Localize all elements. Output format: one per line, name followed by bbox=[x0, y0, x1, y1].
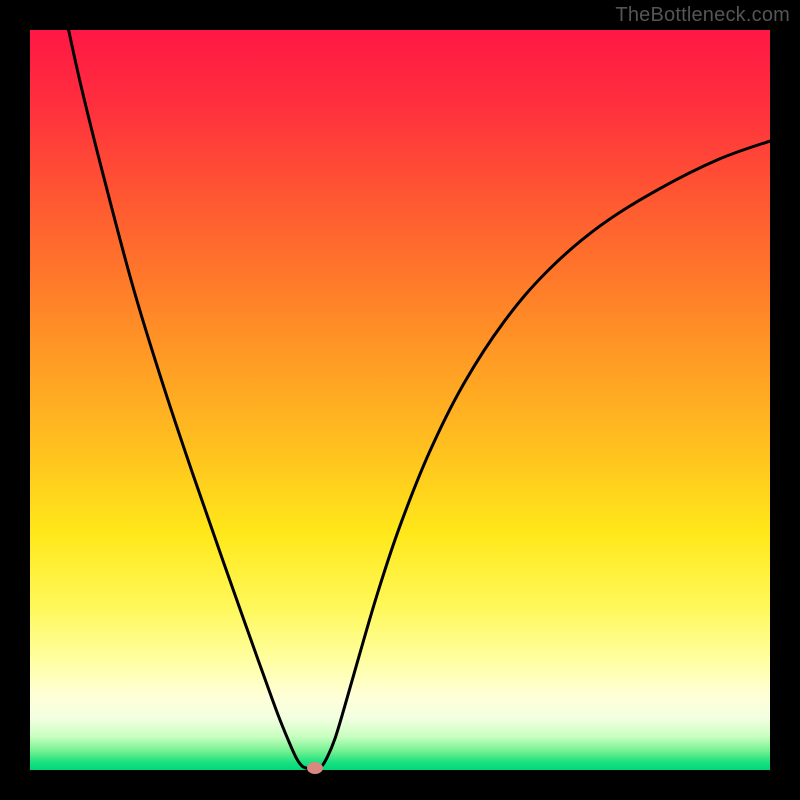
watermark-text: TheBottleneck.com bbox=[615, 4, 790, 27]
bottleneck-curve bbox=[30, 30, 770, 770]
minimum-marker bbox=[307, 762, 323, 774]
plot-area bbox=[30, 30, 770, 770]
